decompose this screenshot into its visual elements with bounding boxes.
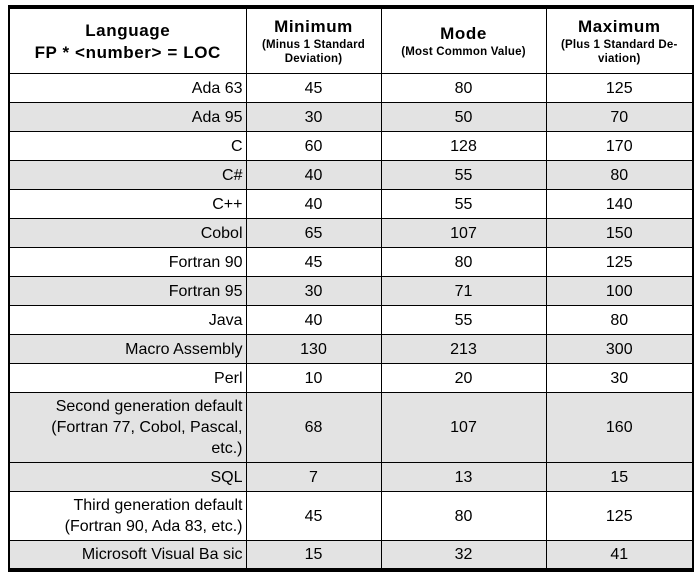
mode-cell: 128 bbox=[380, 131, 547, 161]
table-row: Third generation default (Fortran 90, Ad… bbox=[8, 491, 694, 541]
language-cell: Second generation default (Fortran 77, C… bbox=[8, 392, 247, 463]
table-row: C# 40 55 80 bbox=[8, 160, 694, 190]
minimum-cell: 65 bbox=[245, 218, 382, 248]
table-row: Microsoft Visual Ba sic 15 32 41 bbox=[8, 540, 694, 571]
language-cell: Perl bbox=[8, 363, 247, 393]
table-row: C++ 40 55 140 bbox=[8, 189, 694, 219]
maximum-cell: 160 bbox=[545, 392, 694, 463]
header-cell-maximum: Maximum (Plus 1 Standard De-viation) bbox=[545, 6, 694, 74]
mode-cell: 71 bbox=[380, 276, 547, 306]
language-cell: SQL bbox=[8, 462, 247, 492]
table-row: Fortran 90 45 80 125 bbox=[8, 247, 694, 277]
maximum-cell: 125 bbox=[545, 73, 694, 103]
header-maximum-subtitle: (Plus 1 Standard De-viation) bbox=[561, 39, 678, 65]
mode-cell: 80 bbox=[380, 247, 547, 277]
language-cell: C# bbox=[8, 160, 247, 190]
header-minimum-title: Minimum bbox=[274, 17, 353, 36]
fp-to-loc-conversion-table: Language FP * <number> = LOC Minimum (Mi… bbox=[8, 5, 694, 572]
minimum-cell: 45 bbox=[245, 73, 382, 103]
table-body: Ada 63 45 80 125 Ada 95 30 50 70 C 60 128 170 C# 40 55… bbox=[8, 73, 694, 571]
language-cell: Fortran 95 bbox=[8, 276, 247, 306]
maximum-cell: 300 bbox=[545, 334, 694, 364]
language-cell: Macro Assembly bbox=[8, 334, 247, 364]
table-header: Language FP * <number> = LOC Minimum (Mi… bbox=[8, 6, 694, 74]
maximum-cell: 170 bbox=[545, 131, 694, 161]
language-cell: Third generation default (Fortran 90, Ad… bbox=[8, 491, 247, 541]
language-cell: C++ bbox=[8, 189, 247, 219]
minimum-cell: 60 bbox=[245, 131, 382, 161]
minimum-cell: 40 bbox=[245, 160, 382, 190]
mode-cell: 55 bbox=[380, 160, 547, 190]
maximum-cell: 70 bbox=[545, 102, 694, 132]
mode-cell: 107 bbox=[380, 392, 547, 463]
language-cell: Java bbox=[8, 305, 247, 335]
header-row: Language FP * <number> = LOC Minimum (Mi… bbox=[8, 6, 694, 74]
maximum-cell: 80 bbox=[545, 305, 694, 335]
mode-cell: 80 bbox=[380, 73, 547, 103]
minimum-cell: 45 bbox=[245, 247, 382, 277]
header-mode-title: Mode bbox=[440, 24, 487, 43]
minimum-cell: 10 bbox=[245, 363, 382, 393]
maximum-cell: 125 bbox=[545, 491, 694, 541]
table-row: Perl 10 20 30 bbox=[8, 363, 694, 393]
header-cell-mode: Mode (Most Common Value) bbox=[380, 6, 547, 74]
minimum-cell: 130 bbox=[245, 334, 382, 364]
table-row: SQL 7 13 15 bbox=[8, 462, 694, 492]
mode-cell: 55 bbox=[380, 189, 547, 219]
table-row: Macro Assembly 130 213 300 bbox=[8, 334, 694, 364]
table-row: Ada 95 30 50 70 bbox=[8, 102, 694, 132]
minimum-cell: 40 bbox=[245, 189, 382, 219]
language-cell: Cobol bbox=[8, 218, 247, 248]
header-cell-language: Language FP * <number> = LOC bbox=[8, 6, 247, 74]
mode-cell: 50 bbox=[380, 102, 547, 132]
table-row: Cobol 65 107 150 bbox=[8, 218, 694, 248]
minimum-cell: 7 bbox=[245, 462, 382, 492]
table-row: Second generation default (Fortran 77, C… bbox=[8, 392, 694, 463]
header-language-formula: FP * <number> = LOC bbox=[34, 42, 221, 62]
header-language-title: Language bbox=[85, 20, 171, 40]
maximum-cell: 125 bbox=[545, 247, 694, 277]
mode-cell: 20 bbox=[380, 363, 547, 393]
minimum-cell: 30 bbox=[245, 102, 382, 132]
maximum-cell: 140 bbox=[545, 189, 694, 219]
header-mode-subtitle: (Most Common Value) bbox=[401, 46, 526, 58]
language-cell: Microsoft Visual Ba sic bbox=[8, 540, 247, 571]
language-cell: Ada 63 bbox=[8, 73, 247, 103]
mode-cell: 80 bbox=[380, 491, 547, 541]
mode-cell: 32 bbox=[380, 540, 547, 571]
language-cell: Fortran 90 bbox=[8, 247, 247, 277]
maximum-cell: 150 bbox=[545, 218, 694, 248]
minimum-cell: 45 bbox=[245, 491, 382, 541]
minimum-cell: 68 bbox=[245, 392, 382, 463]
mode-cell: 55 bbox=[380, 305, 547, 335]
table-row: Fortran 95 30 71 100 bbox=[8, 276, 694, 306]
mode-cell: 107 bbox=[380, 218, 547, 248]
table-row: C 60 128 170 bbox=[8, 131, 694, 161]
language-cell: Ada 95 bbox=[8, 102, 247, 132]
mode-cell: 13 bbox=[380, 462, 547, 492]
maximum-cell: 15 bbox=[545, 462, 694, 492]
maximum-cell: 41 bbox=[545, 540, 694, 571]
table-row: Ada 63 45 80 125 bbox=[8, 73, 694, 103]
minimum-cell: 30 bbox=[245, 276, 382, 306]
header-minimum-subtitle: (Minus 1 Standard Deviation) bbox=[261, 39, 366, 65]
header-maximum-title: Maximum bbox=[577, 17, 661, 36]
table-row: Java 40 55 80 bbox=[8, 305, 694, 335]
maximum-cell: 30 bbox=[545, 363, 694, 393]
language-cell: C bbox=[8, 131, 247, 161]
header-cell-minimum: Minimum (Minus 1 Standard Deviation) bbox=[245, 6, 382, 74]
maximum-cell: 100 bbox=[545, 276, 694, 306]
minimum-cell: 40 bbox=[245, 305, 382, 335]
mode-cell: 213 bbox=[380, 334, 547, 364]
minimum-cell: 15 bbox=[245, 540, 382, 571]
maximum-cell: 80 bbox=[545, 160, 694, 190]
